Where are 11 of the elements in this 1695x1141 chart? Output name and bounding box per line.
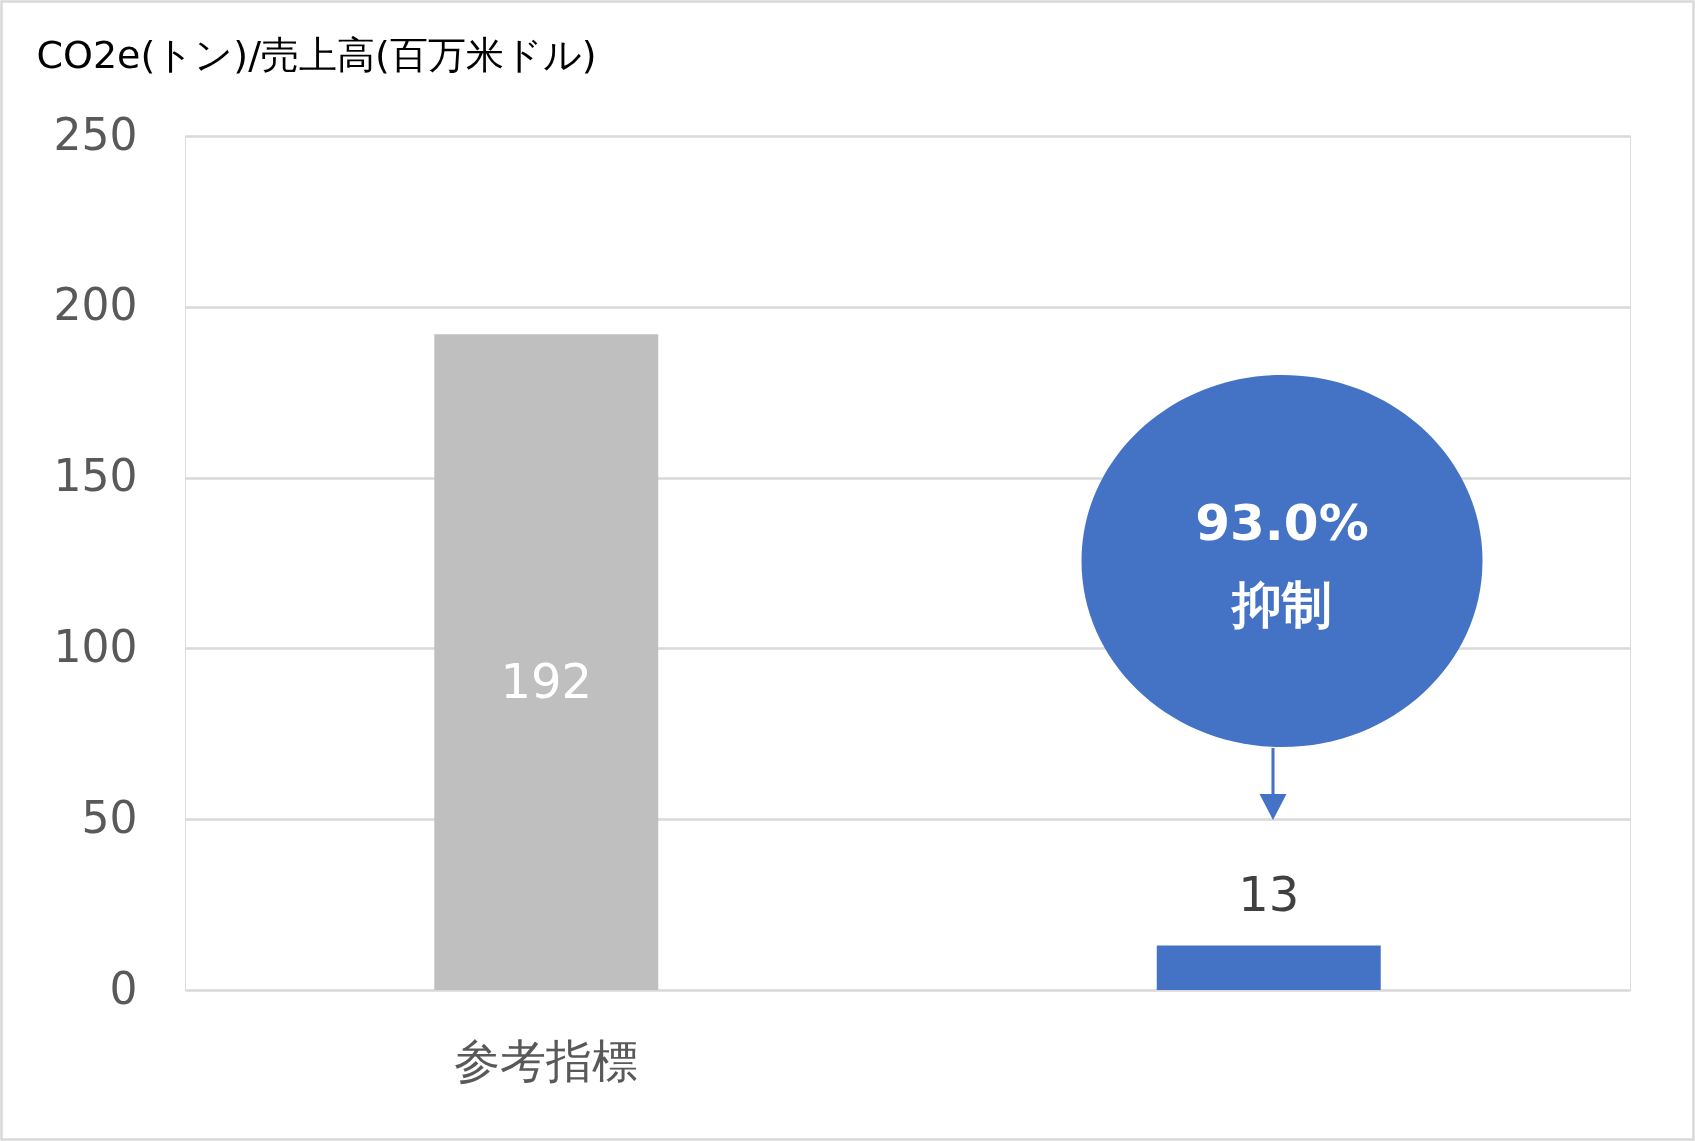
y-axis-title: CO2e(トン)/売上高(百万米ドル): [36, 32, 597, 77]
y-tick-label: 150: [53, 450, 138, 502]
y-tick-label: 50: [81, 791, 138, 843]
annotation: 93.0% 抑制: [1195, 494, 1369, 634]
x-tick-label: 参考指標: [454, 1033, 639, 1088]
y-tick-label: 200: [53, 279, 138, 331]
data-label: 13: [1238, 865, 1300, 922]
y-tick-label: 250: [53, 108, 138, 160]
y-tick-label: 0: [109, 962, 138, 1014]
data-label: 192: [500, 653, 593, 710]
y-tick-label: 100: [53, 620, 138, 672]
